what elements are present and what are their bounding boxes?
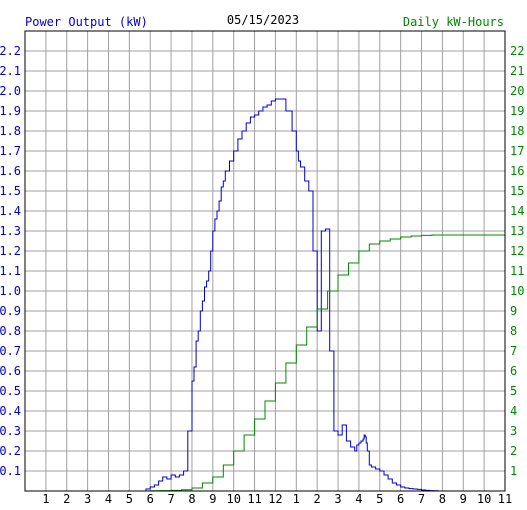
- x-tick-label: 6: [397, 492, 404, 506]
- left-tick-label: 2.0: [0, 84, 21, 98]
- right-tick-label: 12: [510, 244, 524, 258]
- right-tick-label: 19: [510, 104, 524, 118]
- grid-lines: [25, 31, 506, 491]
- x-tick-label: 6: [147, 492, 154, 506]
- right-tick-label: 10: [510, 284, 524, 298]
- left-tick-label: 0.8: [0, 324, 21, 338]
- right-tick-label: 11: [510, 264, 524, 278]
- x-tick-label: 10: [226, 492, 240, 506]
- left-tick-label: 1.5: [0, 184, 21, 198]
- right-tick-label: 2: [510, 444, 517, 458]
- left-tick-label: 1.8: [0, 124, 21, 138]
- series-lines: [139, 98, 505, 492]
- x-tick-label: 1: [293, 492, 300, 506]
- x-tick-label: 4: [105, 492, 112, 506]
- x-tick-label: 1: [42, 492, 49, 506]
- energy-series-line: [139, 234, 505, 492]
- x-tick-label: 8: [188, 492, 195, 506]
- left-tick-label: 0.6: [0, 364, 21, 378]
- right-tick-label: 8: [510, 324, 517, 338]
- right-tick-label: 6: [510, 364, 517, 378]
- left-tick-label: 0.2: [0, 444, 21, 458]
- x-tick-label: 12: [268, 492, 282, 506]
- left-axis-title: Power Output (kW): [25, 15, 148, 29]
- right-tick-label: 16: [510, 164, 524, 178]
- x-axis-ticks: 1 2 3 4 5 6 7 8 9 10 11 12 1 2 3 4 5 6 7 8 9 10 11: [42, 492, 512, 506]
- x-tick-label: 5: [376, 492, 383, 506]
- x-tick-label: 9: [209, 492, 216, 506]
- left-tick-label: 0.5: [0, 384, 21, 398]
- x-tick-label: 2: [63, 492, 70, 506]
- right-tick-label: 21: [510, 64, 524, 78]
- right-tick-label: 3: [510, 424, 517, 438]
- right-tick-label: 1: [510, 464, 517, 478]
- right-tick-label: 14: [510, 204, 524, 218]
- right-tick-label: 15: [510, 184, 524, 198]
- left-tick-label: 1.6: [0, 164, 21, 178]
- right-tick-label: 20: [510, 84, 524, 98]
- right-axis-title: Daily kW-Hours: [403, 15, 504, 29]
- left-tick-label: 1.4: [0, 204, 21, 218]
- left-tick-label: 0.4: [0, 404, 21, 418]
- right-tick-label: 17: [510, 144, 524, 158]
- left-tick-label: 2.2: [0, 44, 21, 58]
- x-tick-label: 7: [418, 492, 425, 506]
- right-tick-label: 4: [510, 404, 517, 418]
- left-tick-label: 1.1: [0, 264, 21, 278]
- left-tick-label: 1.0: [0, 284, 21, 298]
- x-tick-label: 4: [355, 492, 362, 506]
- x-tick-label: 9: [460, 492, 467, 506]
- power-series-line: [139, 98, 455, 492]
- right-tick-label: 18: [510, 124, 524, 138]
- left-tick-label: 1.9: [0, 104, 21, 118]
- right-tick-label: 7: [510, 344, 517, 358]
- x-tick-label: 11: [498, 492, 512, 506]
- x-tick-label: 2: [314, 492, 321, 506]
- left-tick-label: 1.2: [0, 244, 21, 258]
- left-tick-label: 0.7: [0, 344, 21, 358]
- left-axis-ticks: 0.1 0.2 0.3 0.4 0.5 0.6 0.7 0.8 0.9 1.0 1.1 1.2 1.3 1…: [0, 44, 21, 478]
- left-tick-label: 0.3: [0, 424, 21, 438]
- chart-date-title: 05/15/2023: [227, 13, 299, 27]
- left-tick-label: 0.9: [0, 304, 21, 318]
- left-tick-label: 0.1: [0, 464, 21, 478]
- right-tick-label: 5: [510, 384, 517, 398]
- x-tick-label: 3: [334, 492, 341, 506]
- left-tick-label: 1.7: [0, 144, 21, 158]
- right-tick-label: 13: [510, 224, 524, 238]
- x-tick-label: 7: [167, 492, 174, 506]
- left-tick-label: 1.3: [0, 224, 21, 238]
- right-tick-label: 9: [510, 304, 517, 318]
- x-tick-label: 3: [84, 492, 91, 506]
- left-tick-label: 2.1: [0, 64, 21, 78]
- x-tick-label: 8: [439, 492, 446, 506]
- x-tick-label: 11: [247, 492, 261, 506]
- x-tick-label: 10: [477, 492, 491, 506]
- plot-frame: [24, 30, 506, 492]
- right-tick-label: 22: [510, 44, 524, 58]
- x-tick-label: 5: [126, 492, 133, 506]
